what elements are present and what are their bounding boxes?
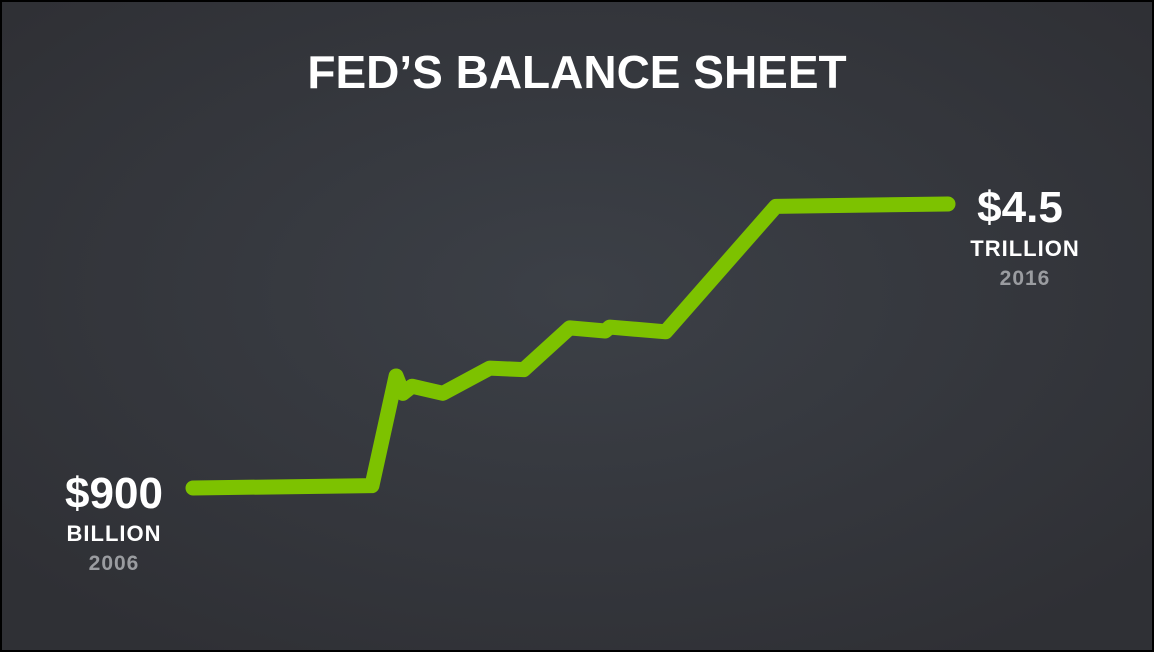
start-year-label: 2006 (89, 552, 140, 575)
end-value-label: $4.5 (977, 183, 1063, 232)
start-unit-label: BILLION (67, 521, 162, 546)
start-value-label: $900 (65, 469, 163, 518)
chart-title: FED’S BALANCE SHEET (307, 46, 846, 98)
data-line (185, 196, 956, 496)
end-year-label: 2016 (1000, 267, 1051, 290)
end-unit-label: TRILLION (970, 236, 1079, 261)
